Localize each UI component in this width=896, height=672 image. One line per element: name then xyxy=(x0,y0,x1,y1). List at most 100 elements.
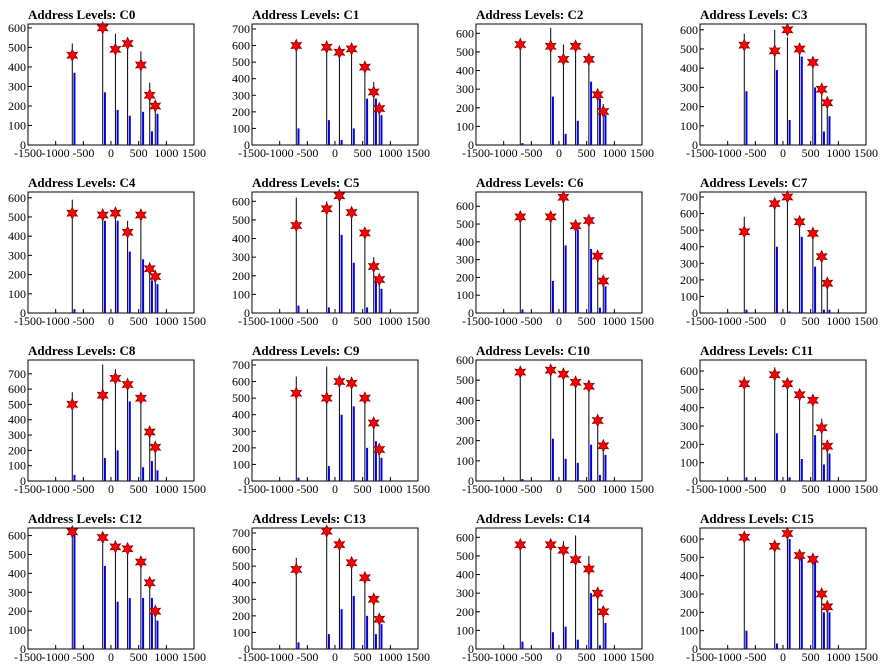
y-tick-label: 500 xyxy=(8,547,26,561)
star-marker-6 xyxy=(373,272,386,287)
star-marker-2 xyxy=(781,22,794,37)
y-tick-label: 200 xyxy=(680,100,698,114)
x-tick-label: -1500 xyxy=(238,314,266,328)
y-tick-label: 300 xyxy=(232,592,250,606)
star-marker-0 xyxy=(66,206,79,221)
star-marker-5 xyxy=(143,261,156,276)
y-tick-label: 100 xyxy=(680,456,698,470)
star-marker-2 xyxy=(781,376,794,391)
star-marker-2 xyxy=(557,190,570,205)
star-marker-1 xyxy=(544,39,557,54)
y-tick-label: 700 xyxy=(8,367,26,381)
x-tick-label: -1000 xyxy=(266,314,294,328)
y-tick-label: 0 xyxy=(692,306,698,320)
x-tick-label: 0 xyxy=(780,146,786,160)
x-tick-label: -1000 xyxy=(42,146,70,160)
y-tick-label: 400 xyxy=(8,566,26,580)
x-tick-label: -1000 xyxy=(490,650,518,664)
chart-panel-9: Address Levels: C9 0 100 200 300 400 500 600 700… xyxy=(232,343,430,496)
chart-panel-15: Address Levels: C15 0 100 200 300 400 500 600 -1… xyxy=(680,511,878,664)
chart-title: Address Levels: C14 xyxy=(476,511,590,526)
star-marker-1 xyxy=(320,524,333,539)
x-tick-label: 1500 xyxy=(406,314,430,328)
y-tick-label: 300 xyxy=(680,256,698,270)
x-tick-label: 1000 xyxy=(826,314,850,328)
star-marker-0 xyxy=(514,537,527,552)
y-tick-label: 500 xyxy=(680,223,698,237)
chart-title: Address Levels: C15 xyxy=(700,511,814,526)
x-tick-label: -1500 xyxy=(686,314,714,328)
star-marker-6 xyxy=(597,604,610,619)
star-marker-3 xyxy=(569,39,582,54)
y-tick-label: 500 xyxy=(232,55,250,69)
star-marker-5 xyxy=(367,416,380,430)
x-tick-label: -1500 xyxy=(686,146,714,160)
chart-panel-2: Address Levels: C2 0 100 200 300 400 500 600 -15… xyxy=(456,7,654,160)
plot-frame xyxy=(251,359,419,482)
y-tick-label: 100 xyxy=(232,457,250,471)
star-marker-1 xyxy=(768,367,781,382)
y-tick-label: 600 xyxy=(232,194,250,208)
y-tick-label: 300 xyxy=(456,253,474,267)
x-tick-label: 1500 xyxy=(630,314,654,328)
x-tick-label: -1000 xyxy=(490,146,518,160)
y-tick-label: 400 xyxy=(680,569,698,583)
star-marker-6 xyxy=(149,99,162,113)
star-marker-0 xyxy=(290,386,303,401)
x-tick-label: 0 xyxy=(332,482,338,496)
star-marker-3 xyxy=(569,375,582,390)
chart-panel-13: Address Levels: C13 0 100 200 300 400 500 600 70… xyxy=(232,511,430,664)
x-tick-label: -1000 xyxy=(42,314,70,328)
y-tick-label: 100 xyxy=(8,118,26,132)
chart-title: Address Levels: C6 xyxy=(476,175,584,190)
y-tick-label: 600 xyxy=(456,530,474,544)
y-tick-label: 600 xyxy=(232,375,250,389)
star-marker-0 xyxy=(290,218,303,233)
star-marker-6 xyxy=(821,439,834,454)
star-marker-5 xyxy=(367,592,380,607)
y-tick-label: 300 xyxy=(8,585,26,599)
y-tick-label: 0 xyxy=(468,306,474,320)
star-marker-0 xyxy=(738,38,751,53)
y-tick-label: 500 xyxy=(232,213,250,227)
star-marker-5 xyxy=(143,575,156,590)
star-marker-0 xyxy=(514,37,527,52)
x-tick-label: -500 xyxy=(744,314,766,328)
x-tick-label: 0 xyxy=(556,482,562,496)
y-tick-label: 300 xyxy=(232,88,250,102)
star-marker-5 xyxy=(815,82,828,97)
chart-title: Address Levels: C3 xyxy=(700,7,808,22)
x-tick-label: 500 xyxy=(354,482,372,496)
star-marker-3 xyxy=(121,225,134,240)
star-marker-5 xyxy=(815,587,828,601)
star-marker-5 xyxy=(591,249,604,264)
x-tick-label: -500 xyxy=(72,146,94,160)
y-tick-label: 500 xyxy=(456,373,474,387)
y-tick-label: 200 xyxy=(680,273,698,287)
x-tick-label: 1500 xyxy=(182,314,206,328)
star-marker-3 xyxy=(569,552,582,567)
y-tick-label: 0 xyxy=(244,474,250,488)
y-tick-label: 700 xyxy=(680,190,698,204)
x-tick-label: 500 xyxy=(578,314,596,328)
y-tick-label: 600 xyxy=(680,23,698,37)
chart-panel-8: Address Levels: C80100200300400500600700… xyxy=(8,343,206,496)
star-marker-2 xyxy=(557,367,570,382)
star-marker-4 xyxy=(582,379,595,394)
y-tick-label: 0 xyxy=(20,642,26,656)
y-tick-label: 500 xyxy=(456,549,474,563)
y-tick-label: 0 xyxy=(692,474,698,488)
star-marker-2 xyxy=(333,374,346,389)
y-tick-label: 600 xyxy=(232,543,250,557)
star-marker-0 xyxy=(514,365,527,380)
y-tick-label: 200 xyxy=(456,434,474,448)
x-tick-label: -1000 xyxy=(714,482,742,496)
star-marker-4 xyxy=(134,208,147,222)
x-tick-label: 0 xyxy=(108,650,114,664)
chart-panel-12: Address Levels: C12 0 100 200 300 400 500 600 -1… xyxy=(8,511,206,664)
star-marker-4 xyxy=(806,226,819,241)
y-tick-label: 0 xyxy=(468,474,474,488)
y-tick-label: 600 xyxy=(680,532,698,546)
y-tick-label: 200 xyxy=(232,269,250,283)
y-tick-label: 500 xyxy=(456,217,474,231)
